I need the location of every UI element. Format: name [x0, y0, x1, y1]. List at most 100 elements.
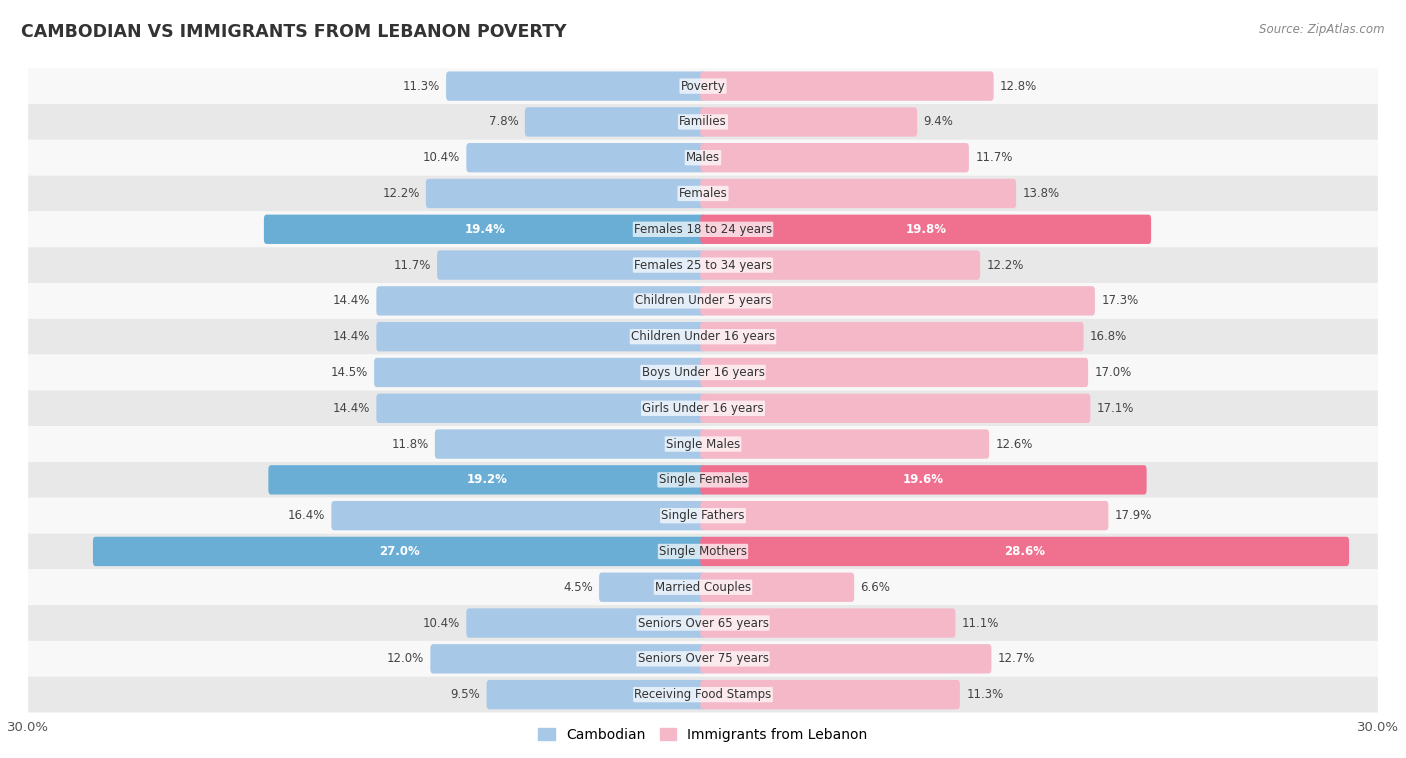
- FancyBboxPatch shape: [93, 537, 706, 566]
- Text: 14.4%: 14.4%: [333, 402, 370, 415]
- FancyBboxPatch shape: [700, 107, 917, 136]
- FancyBboxPatch shape: [700, 250, 980, 280]
- Text: 9.5%: 9.5%: [450, 688, 481, 701]
- Text: Families: Families: [679, 115, 727, 128]
- FancyBboxPatch shape: [28, 677, 1378, 713]
- Text: Females 18 to 24 years: Females 18 to 24 years: [634, 223, 772, 236]
- Text: Girls Under 16 years: Girls Under 16 years: [643, 402, 763, 415]
- Text: 19.4%: 19.4%: [464, 223, 505, 236]
- FancyBboxPatch shape: [434, 429, 706, 459]
- FancyBboxPatch shape: [28, 641, 1378, 677]
- FancyBboxPatch shape: [700, 322, 1084, 352]
- Text: Receiving Food Stamps: Receiving Food Stamps: [634, 688, 772, 701]
- FancyBboxPatch shape: [28, 68, 1378, 104]
- FancyBboxPatch shape: [28, 355, 1378, 390]
- Text: Single Mothers: Single Mothers: [659, 545, 747, 558]
- Text: Females: Females: [679, 187, 727, 200]
- FancyBboxPatch shape: [28, 390, 1378, 426]
- FancyBboxPatch shape: [28, 139, 1378, 176]
- FancyBboxPatch shape: [28, 605, 1378, 641]
- FancyBboxPatch shape: [700, 465, 1147, 494]
- Text: 11.1%: 11.1%: [962, 616, 1000, 630]
- Text: Married Couples: Married Couples: [655, 581, 751, 594]
- Text: 14.4%: 14.4%: [333, 294, 370, 308]
- Text: Females 25 to 34 years: Females 25 to 34 years: [634, 258, 772, 271]
- Text: 12.2%: 12.2%: [382, 187, 419, 200]
- Text: Single Fathers: Single Fathers: [661, 509, 745, 522]
- Text: 17.9%: 17.9%: [1115, 509, 1152, 522]
- FancyBboxPatch shape: [486, 680, 706, 709]
- FancyBboxPatch shape: [700, 537, 1350, 566]
- Text: Poverty: Poverty: [681, 80, 725, 92]
- Text: 12.7%: 12.7%: [998, 653, 1035, 666]
- FancyBboxPatch shape: [700, 429, 990, 459]
- Text: 11.3%: 11.3%: [966, 688, 1004, 701]
- Text: 17.3%: 17.3%: [1101, 294, 1139, 308]
- Text: 16.8%: 16.8%: [1090, 330, 1128, 343]
- Text: Seniors Over 65 years: Seniors Over 65 years: [637, 616, 769, 630]
- Text: 19.6%: 19.6%: [903, 473, 943, 487]
- FancyBboxPatch shape: [700, 501, 1108, 531]
- Text: 4.5%: 4.5%: [562, 581, 593, 594]
- FancyBboxPatch shape: [700, 358, 1088, 387]
- Text: 17.0%: 17.0%: [1094, 366, 1132, 379]
- FancyBboxPatch shape: [28, 462, 1378, 498]
- FancyBboxPatch shape: [28, 247, 1378, 283]
- Text: 11.7%: 11.7%: [976, 151, 1012, 164]
- FancyBboxPatch shape: [377, 287, 706, 315]
- Text: 9.4%: 9.4%: [924, 115, 953, 128]
- Text: Children Under 5 years: Children Under 5 years: [634, 294, 772, 308]
- Text: CAMBODIAN VS IMMIGRANTS FROM LEBANON POVERTY: CAMBODIAN VS IMMIGRANTS FROM LEBANON POV…: [21, 23, 567, 41]
- FancyBboxPatch shape: [28, 283, 1378, 319]
- FancyBboxPatch shape: [700, 287, 1095, 315]
- Text: 28.6%: 28.6%: [1004, 545, 1045, 558]
- FancyBboxPatch shape: [430, 644, 706, 674]
- Text: Males: Males: [686, 151, 720, 164]
- Text: 19.2%: 19.2%: [467, 473, 508, 487]
- Text: Source: ZipAtlas.com: Source: ZipAtlas.com: [1260, 23, 1385, 36]
- FancyBboxPatch shape: [426, 179, 706, 208]
- Text: 11.7%: 11.7%: [394, 258, 430, 271]
- FancyBboxPatch shape: [28, 211, 1378, 247]
- FancyBboxPatch shape: [28, 319, 1378, 355]
- Text: Children Under 16 years: Children Under 16 years: [631, 330, 775, 343]
- FancyBboxPatch shape: [28, 426, 1378, 462]
- Text: 10.4%: 10.4%: [423, 151, 460, 164]
- FancyBboxPatch shape: [377, 322, 706, 352]
- Legend: Cambodian, Immigrants from Lebanon: Cambodian, Immigrants from Lebanon: [533, 722, 873, 747]
- FancyBboxPatch shape: [28, 104, 1378, 139]
- Text: Boys Under 16 years: Boys Under 16 years: [641, 366, 765, 379]
- Text: 17.1%: 17.1%: [1097, 402, 1135, 415]
- FancyBboxPatch shape: [700, 143, 969, 172]
- Text: 27.0%: 27.0%: [380, 545, 419, 558]
- FancyBboxPatch shape: [264, 215, 706, 244]
- Text: 12.0%: 12.0%: [387, 653, 425, 666]
- FancyBboxPatch shape: [524, 107, 706, 136]
- FancyBboxPatch shape: [467, 143, 706, 172]
- Text: 16.4%: 16.4%: [288, 509, 325, 522]
- Text: 10.4%: 10.4%: [423, 616, 460, 630]
- FancyBboxPatch shape: [28, 534, 1378, 569]
- FancyBboxPatch shape: [700, 393, 1091, 423]
- Text: 12.8%: 12.8%: [1000, 80, 1038, 92]
- Text: 19.8%: 19.8%: [905, 223, 946, 236]
- FancyBboxPatch shape: [446, 71, 706, 101]
- FancyBboxPatch shape: [700, 609, 956, 637]
- FancyBboxPatch shape: [700, 179, 1017, 208]
- Text: 14.5%: 14.5%: [330, 366, 368, 379]
- FancyBboxPatch shape: [374, 358, 706, 387]
- Text: 11.8%: 11.8%: [391, 437, 429, 450]
- FancyBboxPatch shape: [28, 176, 1378, 211]
- FancyBboxPatch shape: [467, 609, 706, 637]
- FancyBboxPatch shape: [437, 250, 706, 280]
- FancyBboxPatch shape: [599, 572, 706, 602]
- FancyBboxPatch shape: [377, 393, 706, 423]
- FancyBboxPatch shape: [700, 215, 1152, 244]
- FancyBboxPatch shape: [28, 498, 1378, 534]
- Text: 12.2%: 12.2%: [987, 258, 1024, 271]
- FancyBboxPatch shape: [700, 71, 994, 101]
- FancyBboxPatch shape: [700, 680, 960, 709]
- Text: Single Males: Single Males: [666, 437, 740, 450]
- Text: Single Females: Single Females: [658, 473, 748, 487]
- Text: 14.4%: 14.4%: [333, 330, 370, 343]
